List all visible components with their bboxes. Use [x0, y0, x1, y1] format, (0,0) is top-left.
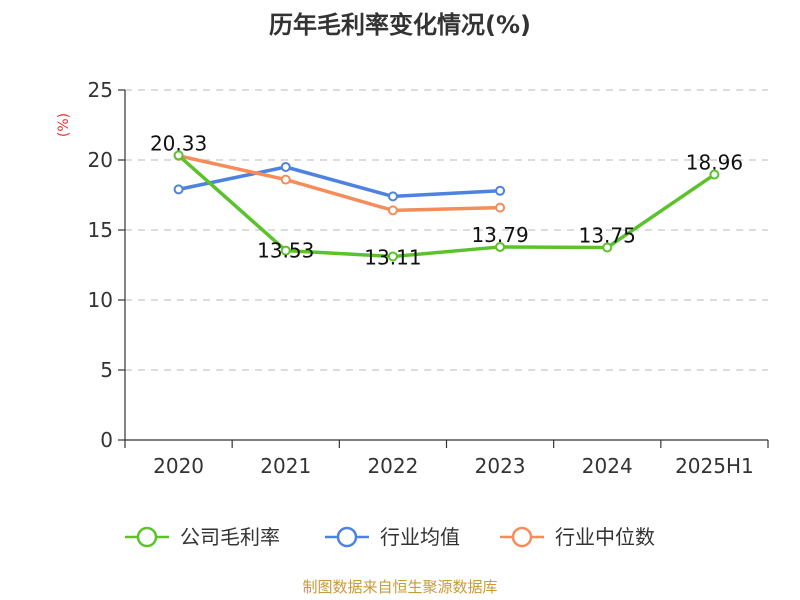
- data-point[interactable]: [173, 184, 184, 195]
- axes: 0 5 10 15 20 25 2020 2021 2022 2023 2024 2025H1: [88, 78, 769, 478]
- legend-marker: [136, 526, 158, 548]
- data-point[interactable]: [495, 202, 506, 213]
- legend-item[interactable]: 公司毛利率: [125, 525, 280, 549]
- x-tick-label: 2023: [475, 454, 526, 478]
- grid-lines: [125, 89, 768, 371]
- x-tick-label: 2025H1: [675, 454, 754, 478]
- data-point[interactable]: [387, 191, 398, 202]
- data-point[interactable]: [709, 169, 720, 180]
- x-tick-label: 2024: [582, 454, 633, 478]
- y-tick-label: 5: [100, 358, 113, 382]
- legend-item[interactable]: 行业均值: [325, 525, 460, 549]
- chart-title: 历年毛利率变化情况(%): [269, 11, 531, 39]
- data-point[interactable]: [280, 245, 291, 256]
- series-line: [177, 154, 716, 259]
- data-point[interactable]: [173, 150, 184, 161]
- data-label: 13.11: [364, 245, 421, 269]
- source-note: 制图数据来自恒生聚源数据库: [302, 578, 497, 596]
- y-axis-label: (%): [56, 113, 72, 137]
- x-tick-label: 2021: [260, 454, 311, 478]
- legend[interactable]: 公司毛利率 行业均值 行业中位数: [125, 525, 655, 549]
- data-point[interactable]: [495, 185, 506, 196]
- series-lines: [173, 150, 720, 262]
- x-tick-label: 2020: [153, 454, 204, 478]
- legend-label: 行业均值: [380, 525, 460, 549]
- data-label: 18.96: [686, 151, 743, 175]
- y-tick-label: 10: [88, 288, 113, 312]
- legend-label: 行业中位数: [555, 525, 655, 549]
- legend-marker: [511, 526, 533, 548]
- series-line: [178, 165, 501, 199]
- data-label: 13.75: [579, 224, 636, 248]
- legend-item[interactable]: 行业中位数: [500, 525, 655, 549]
- data-point[interactable]: [495, 241, 506, 252]
- y-tick-label: 20: [88, 148, 113, 172]
- legend-marker: [336, 526, 358, 548]
- y-tick-label: 15: [88, 218, 113, 242]
- data-labels: 20.33 13.53 13.11 13.79 13.75 18.96: [150, 131, 743, 269]
- data-label: 13.79: [471, 223, 528, 247]
- y-tick-label: 25: [88, 78, 113, 102]
- data-point[interactable]: [387, 251, 398, 262]
- data-label: 20.33: [150, 131, 207, 155]
- x-tick-label: 2022: [367, 454, 418, 478]
- data-point[interactable]: [602, 242, 613, 253]
- y-tick-label: 0: [100, 428, 113, 452]
- legend-label: 公司毛利率: [180, 525, 280, 549]
- series-line: [178, 154, 501, 213]
- data-point[interactable]: [280, 174, 291, 185]
- data-label: 13.53: [257, 239, 314, 263]
- data-point[interactable]: [280, 162, 291, 172]
- data-point[interactable]: [387, 205, 398, 216]
